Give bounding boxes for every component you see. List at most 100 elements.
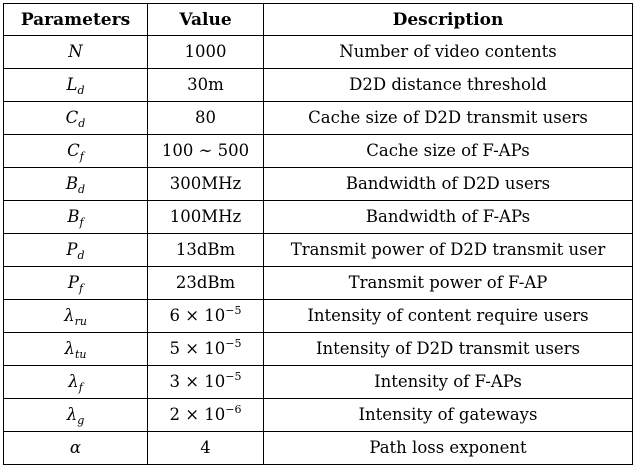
value-exponent: −6	[225, 403, 242, 416]
value-cell: 1000	[147, 35, 264, 69]
table-row: Bd 300MHz Bandwidth of D2D users	[3, 167, 633, 201]
parameter-symbol: λru	[64, 306, 87, 328]
value-text: 2 × 10	[169, 405, 226, 424]
value-cell: 300MHz	[147, 167, 264, 201]
parameter-cell: Bf	[3, 200, 148, 234]
parameter-symbol: Cf	[67, 141, 84, 163]
parameter-symbol: Cd	[65, 108, 86, 130]
parameter-cell: λtu	[3, 332, 148, 366]
parameter-subscript: f	[78, 381, 83, 394]
value-cell: 100 ∼ 500	[147, 134, 264, 168]
parameter-base: B	[67, 207, 80, 226]
parameter-cell: λf	[3, 365, 148, 399]
description-cell: Number of video contents	[263, 35, 633, 69]
parameter-symbol: λtu	[64, 339, 87, 361]
parameter-symbol: λg	[66, 405, 85, 427]
table-row: λtu 5 × 10−5 Intensity of D2D transmit use…	[3, 332, 633, 366]
parameter-subscript: d	[78, 117, 86, 130]
value-text: 100 ∼ 500	[161, 141, 250, 160]
value-text: 13dBm	[175, 240, 236, 259]
parameter-cell: Pd	[3, 233, 148, 267]
value-text: 23dBm	[175, 273, 236, 292]
value-text: 5 × 10	[169, 339, 226, 358]
description-cell: Transmit power of D2D transmit user	[263, 233, 633, 267]
header-value: Value	[147, 3, 264, 36]
parameter-base: B	[65, 174, 79, 193]
value-cell: 80	[147, 101, 264, 135]
parameter-cell: Cf	[3, 134, 148, 168]
description-cell: Intensity of D2D transmit users	[263, 332, 633, 366]
parameter-base: λ	[64, 339, 75, 358]
description-cell: Intensity of gateways	[263, 398, 633, 432]
parameter-cell: λg	[3, 398, 148, 432]
value-cell: 30m	[147, 68, 264, 102]
description-cell: Cache size of D2D transmit users	[263, 101, 633, 135]
description-cell: Bandwidth of D2D users	[263, 167, 633, 201]
table-row: Pd 13dBm Transmit power of D2D transmit us…	[3, 233, 633, 267]
header-parameters: Parameters	[3, 3, 148, 36]
description-cell: Cache size of F-APs	[263, 134, 633, 168]
parameters-table-container: Parameters Value Description N 1000 Number…	[3, 3, 633, 465]
parameter-subscript: f	[79, 216, 84, 229]
table-row: α 4 Path loss exponent	[3, 431, 633, 465]
parameter-symbol: Bd	[65, 174, 86, 196]
value-cell: 23dBm	[147, 266, 264, 300]
table-row: Cf 100 ∼ 500 Cache size of F-APs	[3, 134, 633, 168]
parameter-cell: Cd	[3, 101, 148, 135]
value-text: 3 × 10	[169, 372, 226, 391]
value-text: 300MHz	[169, 174, 242, 193]
description-cell: Intensity of content require users	[263, 299, 633, 333]
table-body: N 1000 Number of video contents Ld 30m D2D di…	[3, 35, 633, 465]
parameter-subscript: d	[77, 84, 85, 97]
parameter-base: C	[65, 108, 79, 127]
table-row: λg 2 × 10−6 Intensity of gateways	[3, 398, 633, 432]
description-cell: Transmit power of F-AP	[263, 266, 633, 300]
parameter-subscript: tu	[74, 348, 87, 361]
parameter-subscript: f	[79, 282, 84, 295]
parameter-base: C	[67, 141, 80, 160]
parameter-cell: α	[3, 431, 148, 465]
value-cell: 6 × 10−5	[147, 299, 264, 333]
parameter-subscript: g	[77, 414, 85, 427]
parameter-subscript: d	[78, 183, 86, 196]
parameter-cell: Bd	[3, 167, 148, 201]
parameter-base: L	[66, 75, 78, 94]
parameter-symbol: Pd	[66, 240, 85, 262]
parameter-subscript: d	[77, 249, 85, 262]
table-row: λf 3 × 10−5 Intensity of F-APs	[3, 365, 633, 399]
description-cell: D2D distance threshold	[263, 68, 633, 102]
description-cell: Bandwidth of F-APs	[263, 200, 633, 234]
parameter-base: λ	[64, 306, 75, 325]
table-row: λru 6 × 10−5 Intensity of content require …	[3, 299, 633, 333]
table-row: Ld 30m D2D distance threshold	[3, 68, 633, 102]
value-cell: 2 × 10−6	[147, 398, 264, 432]
parameter-cell: λru	[3, 299, 148, 333]
description-cell: Intensity of F-APs	[263, 365, 633, 399]
parameter-subscript: f	[79, 150, 84, 163]
value-text: 4	[200, 438, 211, 457]
parameter-base: α	[69, 438, 82, 457]
value-text: 1000	[184, 42, 227, 61]
parameter-subscript: ru	[74, 315, 87, 328]
table-row: Bf 100MHz Bandwidth of F-APs	[3, 200, 633, 234]
parameter-symbol: α	[70, 438, 81, 457]
table-row: Pf 23dBm Transmit power of F-AP	[3, 266, 633, 300]
parameter-base: N	[68, 42, 83, 61]
parameter-base: P	[67, 273, 80, 292]
description-cell: Path loss exponent	[263, 431, 633, 465]
parameter-symbol: Ld	[66, 75, 85, 97]
parameter-base: λ	[68, 372, 79, 391]
value-text: 80	[195, 108, 216, 127]
value-text: 6 × 10	[169, 306, 226, 325]
parameter-base: λ	[66, 405, 78, 424]
table-row: Cd 80 Cache size of D2D transmit users	[3, 101, 633, 135]
value-exponent: −5	[225, 304, 242, 317]
value-cell: 4	[147, 431, 264, 465]
value-cell: 100MHz	[147, 200, 264, 234]
value-cell: 3 × 10−5	[147, 365, 264, 399]
parameter-symbol: Bf	[67, 207, 84, 229]
value-exponent: −5	[225, 337, 242, 350]
value-text: 30m	[187, 75, 224, 94]
table-row: N 1000 Number of video contents	[3, 35, 633, 69]
header-description: Description	[263, 3, 633, 36]
